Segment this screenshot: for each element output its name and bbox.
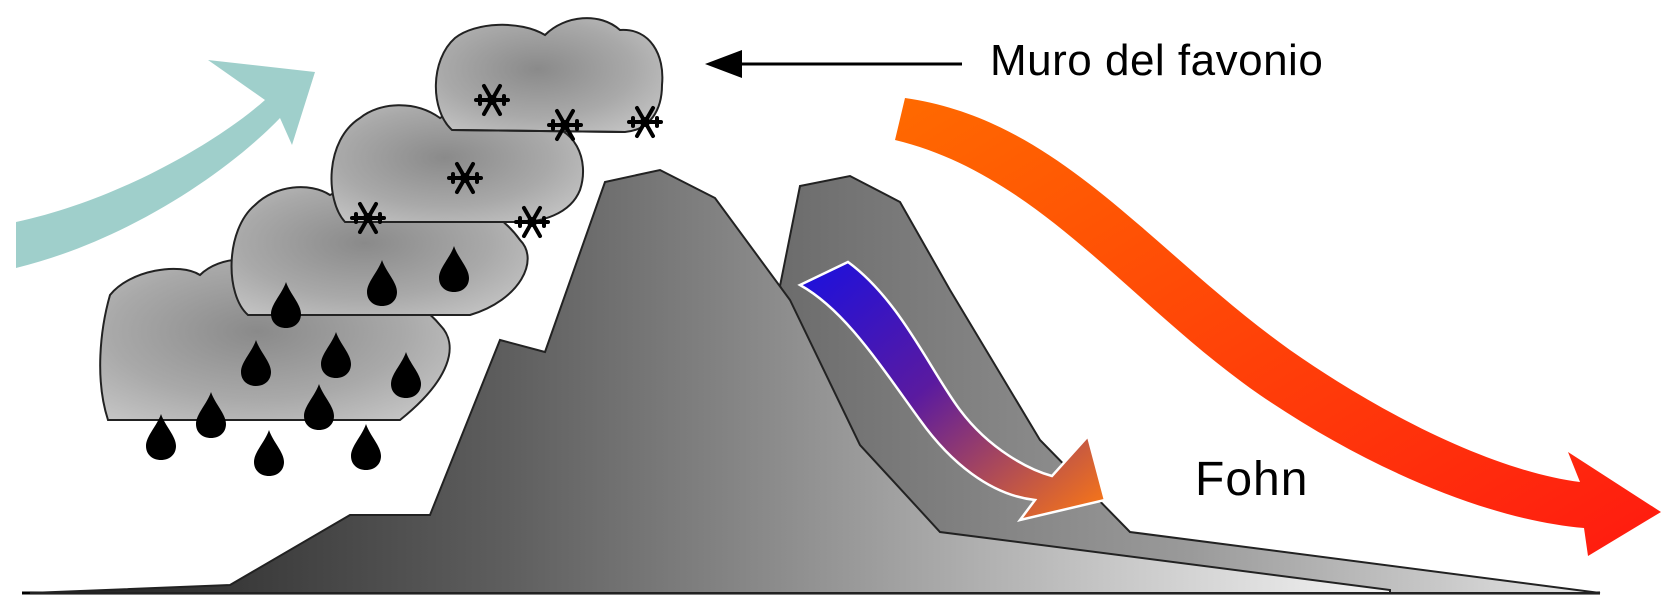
warm-foehn-wind-arrow	[895, 98, 1661, 556]
fohn-label: Fohn	[1195, 453, 1309, 506]
raindrop-icon	[254, 430, 284, 476]
rising-cold-air-arrow	[16, 60, 315, 268]
descending-air-arrow	[797, 260, 1107, 523]
windward-mountain	[29, 168, 1391, 594]
foehn-wall-label: Muro del favonio	[990, 36, 1324, 85]
raindrop-icon	[351, 424, 381, 470]
pointer-arrow-icon	[705, 50, 962, 78]
cloud-icon	[434, 17, 664, 134]
